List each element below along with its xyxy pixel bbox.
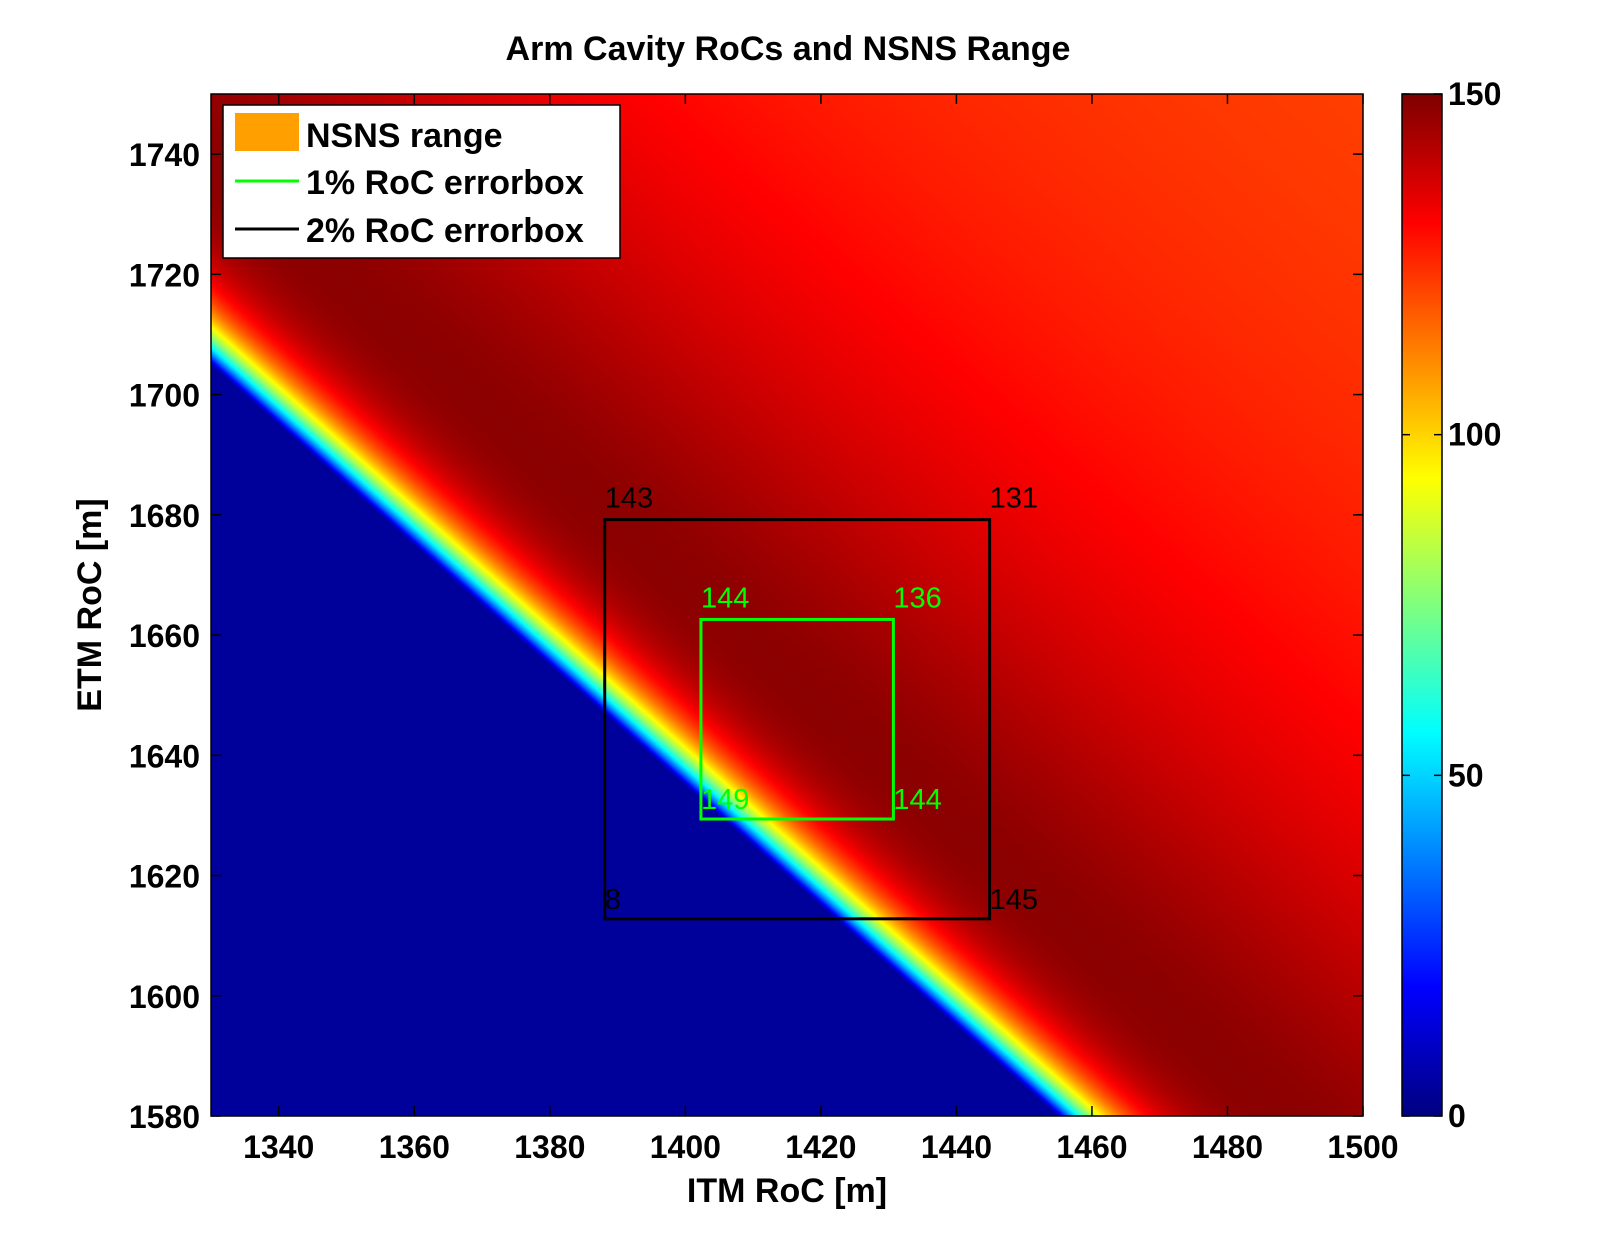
errorbox-2pct	[603, 518, 992, 921]
x-tick-label: 1480	[1192, 1129, 1263, 1165]
colorbar-tick-label: 100	[1448, 417, 1501, 453]
legend-label-nsns-range: NSNS range	[306, 117, 503, 155]
legend: NSNS range 1% RoC errorbox 2% RoC errorb…	[222, 104, 621, 259]
errorbox-2pct-label-top-right: 131	[990, 483, 1038, 515]
errorbox-1pct-label-top-right: 136	[893, 582, 941, 614]
errorbox-1pct	[699, 617, 895, 821]
plot-area: 144 136 149 144 143 131 8 145	[210, 93, 1364, 1117]
errorbox-1pct-label-bottom-left: 149	[701, 784, 749, 816]
y-tick-label: 1740	[129, 137, 200, 173]
x-axis-ticks: 1340 1360 1380 1400 1420 1440 1460 1480 1500	[243, 94, 1399, 1165]
y-tick-label: 1720	[129, 257, 200, 293]
y-tick-label: 1660	[129, 618, 200, 654]
colorbar: 0 50 100 150	[1401, 76, 1501, 1134]
errorbox-2pct-label-bottom-left: 8	[605, 884, 621, 916]
colorbar-ticks: 0 50 100 150	[1402, 76, 1501, 1134]
errorbox-1pct-label-top-left: 144	[701, 582, 749, 614]
chart-title: Arm Cavity RoCs and NSNS Range	[506, 30, 1071, 68]
legend-swatch-nsns-range	[235, 113, 299, 151]
legend-label-1pct: 1% RoC errorbox	[306, 164, 584, 202]
x-axis-label: ITM RoC [m]	[687, 1172, 887, 1210]
errorbox-1pct-label-bottom-right: 144	[893, 784, 941, 816]
colorbar-frame	[1401, 93, 1443, 1117]
y-tick-label: 1580	[129, 1099, 200, 1135]
y-tick-label: 1700	[129, 378, 200, 414]
x-tick-label: 1500	[1327, 1129, 1398, 1165]
errorboxes: 144 136 149 144 143 131 8 145	[603, 483, 1038, 921]
y-axis-ticks: 1580 1600 1620 1640 1660 1680 1700 1720 1740	[129, 137, 1363, 1135]
y-tick-label: 1640	[129, 738, 200, 774]
x-tick-label: 1380	[514, 1129, 585, 1165]
colorbar-tick-label: 150	[1448, 76, 1501, 112]
colorbar-tick-label: 0	[1448, 1098, 1466, 1134]
legend-label-2pct: 2% RoC errorbox	[306, 212, 584, 250]
y-tick-label: 1620	[129, 859, 200, 895]
colorbar-tick-label: 50	[1448, 757, 1484, 793]
x-tick-label: 1400	[650, 1129, 721, 1165]
y-tick-label: 1680	[129, 498, 200, 534]
heatmap-image	[211, 94, 1363, 1116]
colorbar-gradient	[1402, 94, 1442, 1116]
x-tick-label: 1340	[243, 1129, 314, 1165]
x-tick-label: 1360	[379, 1129, 450, 1165]
y-axis-label: ETM RoC [m]	[71, 498, 109, 711]
x-tick-label: 1460	[1056, 1129, 1127, 1165]
x-tick-label: 1420	[785, 1129, 856, 1165]
y-tick-label: 1600	[129, 979, 200, 1015]
errorbox-2pct-label-top-left: 143	[605, 483, 653, 515]
errorbox-2pct-label-bottom-right: 145	[990, 884, 1038, 916]
plot-frame	[210, 93, 1364, 1117]
x-tick-label: 1440	[921, 1129, 992, 1165]
